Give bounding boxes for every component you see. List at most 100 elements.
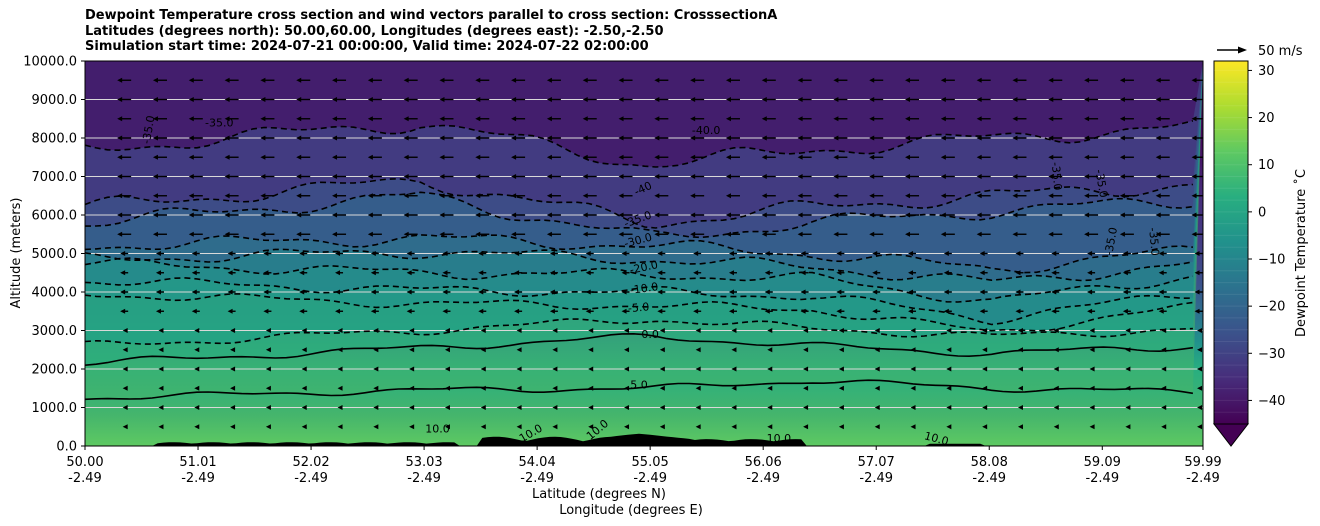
y-axis: 0.0 1000.0 2000.0 3000.0 4000.0 5000.0 6000.0 7…: [23, 55, 85, 455]
wind-vector-head: [152, 212, 158, 218]
x-tick-label-longitude: -2.49: [181, 471, 215, 486]
wind-vector-head: [946, 366, 952, 372]
wind-vector-head: [659, 366, 665, 372]
wind-vector-head: [1012, 193, 1018, 199]
wind-vector-head: [1191, 212, 1197, 218]
wind-vector-head: [296, 135, 302, 141]
wind-vector-head: [797, 154, 803, 160]
wind-vector-head: [224, 174, 230, 179]
wind-vector-head: [1017, 366, 1023, 372]
wind-vector-head: [296, 193, 302, 199]
title-line-3: Simulation start time: 2024-07-21 00:00:…: [85, 39, 649, 54]
wind-vector-head: [767, 424, 773, 430]
wind-vector-head: [480, 424, 486, 430]
wind-vector-head: [695, 385, 701, 391]
wind-vector-head: [367, 97, 373, 102]
wind-vector-head: [1155, 135, 1161, 141]
wind-vector-head: [1053, 366, 1059, 372]
wind-vector-head: [1087, 308, 1093, 314]
wind-vector-head: [833, 135, 839, 141]
wind-vector-head: [946, 405, 952, 410]
wind-vector-head: [516, 385, 522, 391]
wind-vector-head: [1084, 135, 1090, 141]
wind-vector-head: [444, 385, 450, 391]
contour-line: [85, 293, 1194, 332]
wind-vector-head: [582, 77, 588, 83]
wind-vector-head: [1197, 424, 1203, 430]
wind-vector-head: [332, 77, 338, 83]
contour-line: [85, 277, 1193, 326]
wind-vector-head: [654, 174, 660, 179]
wind-vector-head: [1191, 174, 1197, 179]
wind-vector-head: [800, 251, 806, 256]
wind-vector-head: [1119, 231, 1125, 237]
wind-vector-head: [910, 328, 916, 333]
contour-label: -35.0: [140, 115, 158, 145]
wind-vector-head: [265, 424, 271, 430]
wind-vector-head: [301, 347, 307, 353]
wind-vector-head: [373, 385, 379, 391]
wind-vector-head: [1155, 116, 1161, 122]
wind-vector-head: [833, 174, 839, 179]
wind-vector-head: [117, 231, 123, 237]
wind-vector-head: [1048, 77, 1054, 83]
wind-vector-head: [690, 77, 696, 83]
wind-vector-head: [263, 308, 269, 314]
wind-vector-head: [1119, 97, 1125, 102]
wind-vector-head: [155, 289, 161, 295]
wind-vector-head: [191, 308, 197, 314]
wind-vector-head: [588, 424, 594, 430]
wind-vector-head: [191, 251, 197, 256]
wind-vector-head: [1155, 212, 1161, 218]
wind-vector-head: [872, 251, 878, 256]
wind-vector-head: [546, 116, 552, 122]
wind-vector-head: [552, 347, 558, 353]
wind-vector-head: [1197, 385, 1203, 391]
wind-vector-head: [514, 251, 520, 256]
wind-vector-head: [158, 366, 164, 372]
wind-vector-head: [1125, 385, 1131, 391]
wind-vector-head: [1125, 366, 1131, 372]
wind-vector-head: [728, 251, 734, 256]
wind-vector-head: [301, 385, 307, 391]
contour-line: [85, 234, 1193, 274]
contour-label: -40.0: [692, 124, 720, 137]
wind-vector-head: [908, 289, 914, 295]
wind-vector-head: [299, 289, 305, 295]
wind-vector-head: [301, 328, 307, 333]
wind-vector-head: [690, 135, 696, 141]
wind-vector-head: [1087, 289, 1093, 295]
wind-vector-head: [761, 135, 767, 141]
wind-vector-head: [1084, 212, 1090, 218]
wind-vector-head: [800, 308, 806, 314]
wind-key-label: 50 m/s: [1258, 44, 1303, 59]
contour-label: -35.0: [1092, 168, 1110, 198]
wind-vector-head: [869, 174, 875, 179]
wind-vector-head: [695, 328, 701, 333]
wind-vector-head: [152, 174, 158, 179]
wind-vector-head: [1119, 174, 1125, 179]
wind-vector-head: [1122, 251, 1128, 256]
wind-vector-head: [624, 328, 630, 333]
wind-vector-head: [1197, 347, 1203, 353]
wind-vector-head: [367, 231, 373, 237]
wind-vector-head: [117, 97, 123, 102]
wind-vector-head: [728, 308, 734, 314]
wind-vector-head: [511, 116, 517, 122]
wind-vector-head: [1155, 174, 1161, 179]
wind-vector-head: [1012, 231, 1018, 237]
wind-vector-head: [511, 193, 517, 199]
wind-vector-head: [263, 251, 269, 256]
x-tick-label-latitude: 52.02: [292, 455, 329, 470]
wind-vector-head: [582, 116, 588, 122]
wind-vector-head: [618, 212, 624, 218]
wind-vector-head: [1194, 289, 1200, 295]
wind-vector-head: [296, 116, 302, 122]
wind-vector-head: [152, 77, 158, 83]
wind-vector-head: [874, 385, 880, 391]
wind-vector-head: [1051, 270, 1057, 276]
wind-vector-head: [693, 270, 699, 276]
wind-vector-head: [979, 308, 985, 314]
wind-vector-head: [869, 77, 875, 83]
wind-vector-head: [122, 385, 128, 391]
